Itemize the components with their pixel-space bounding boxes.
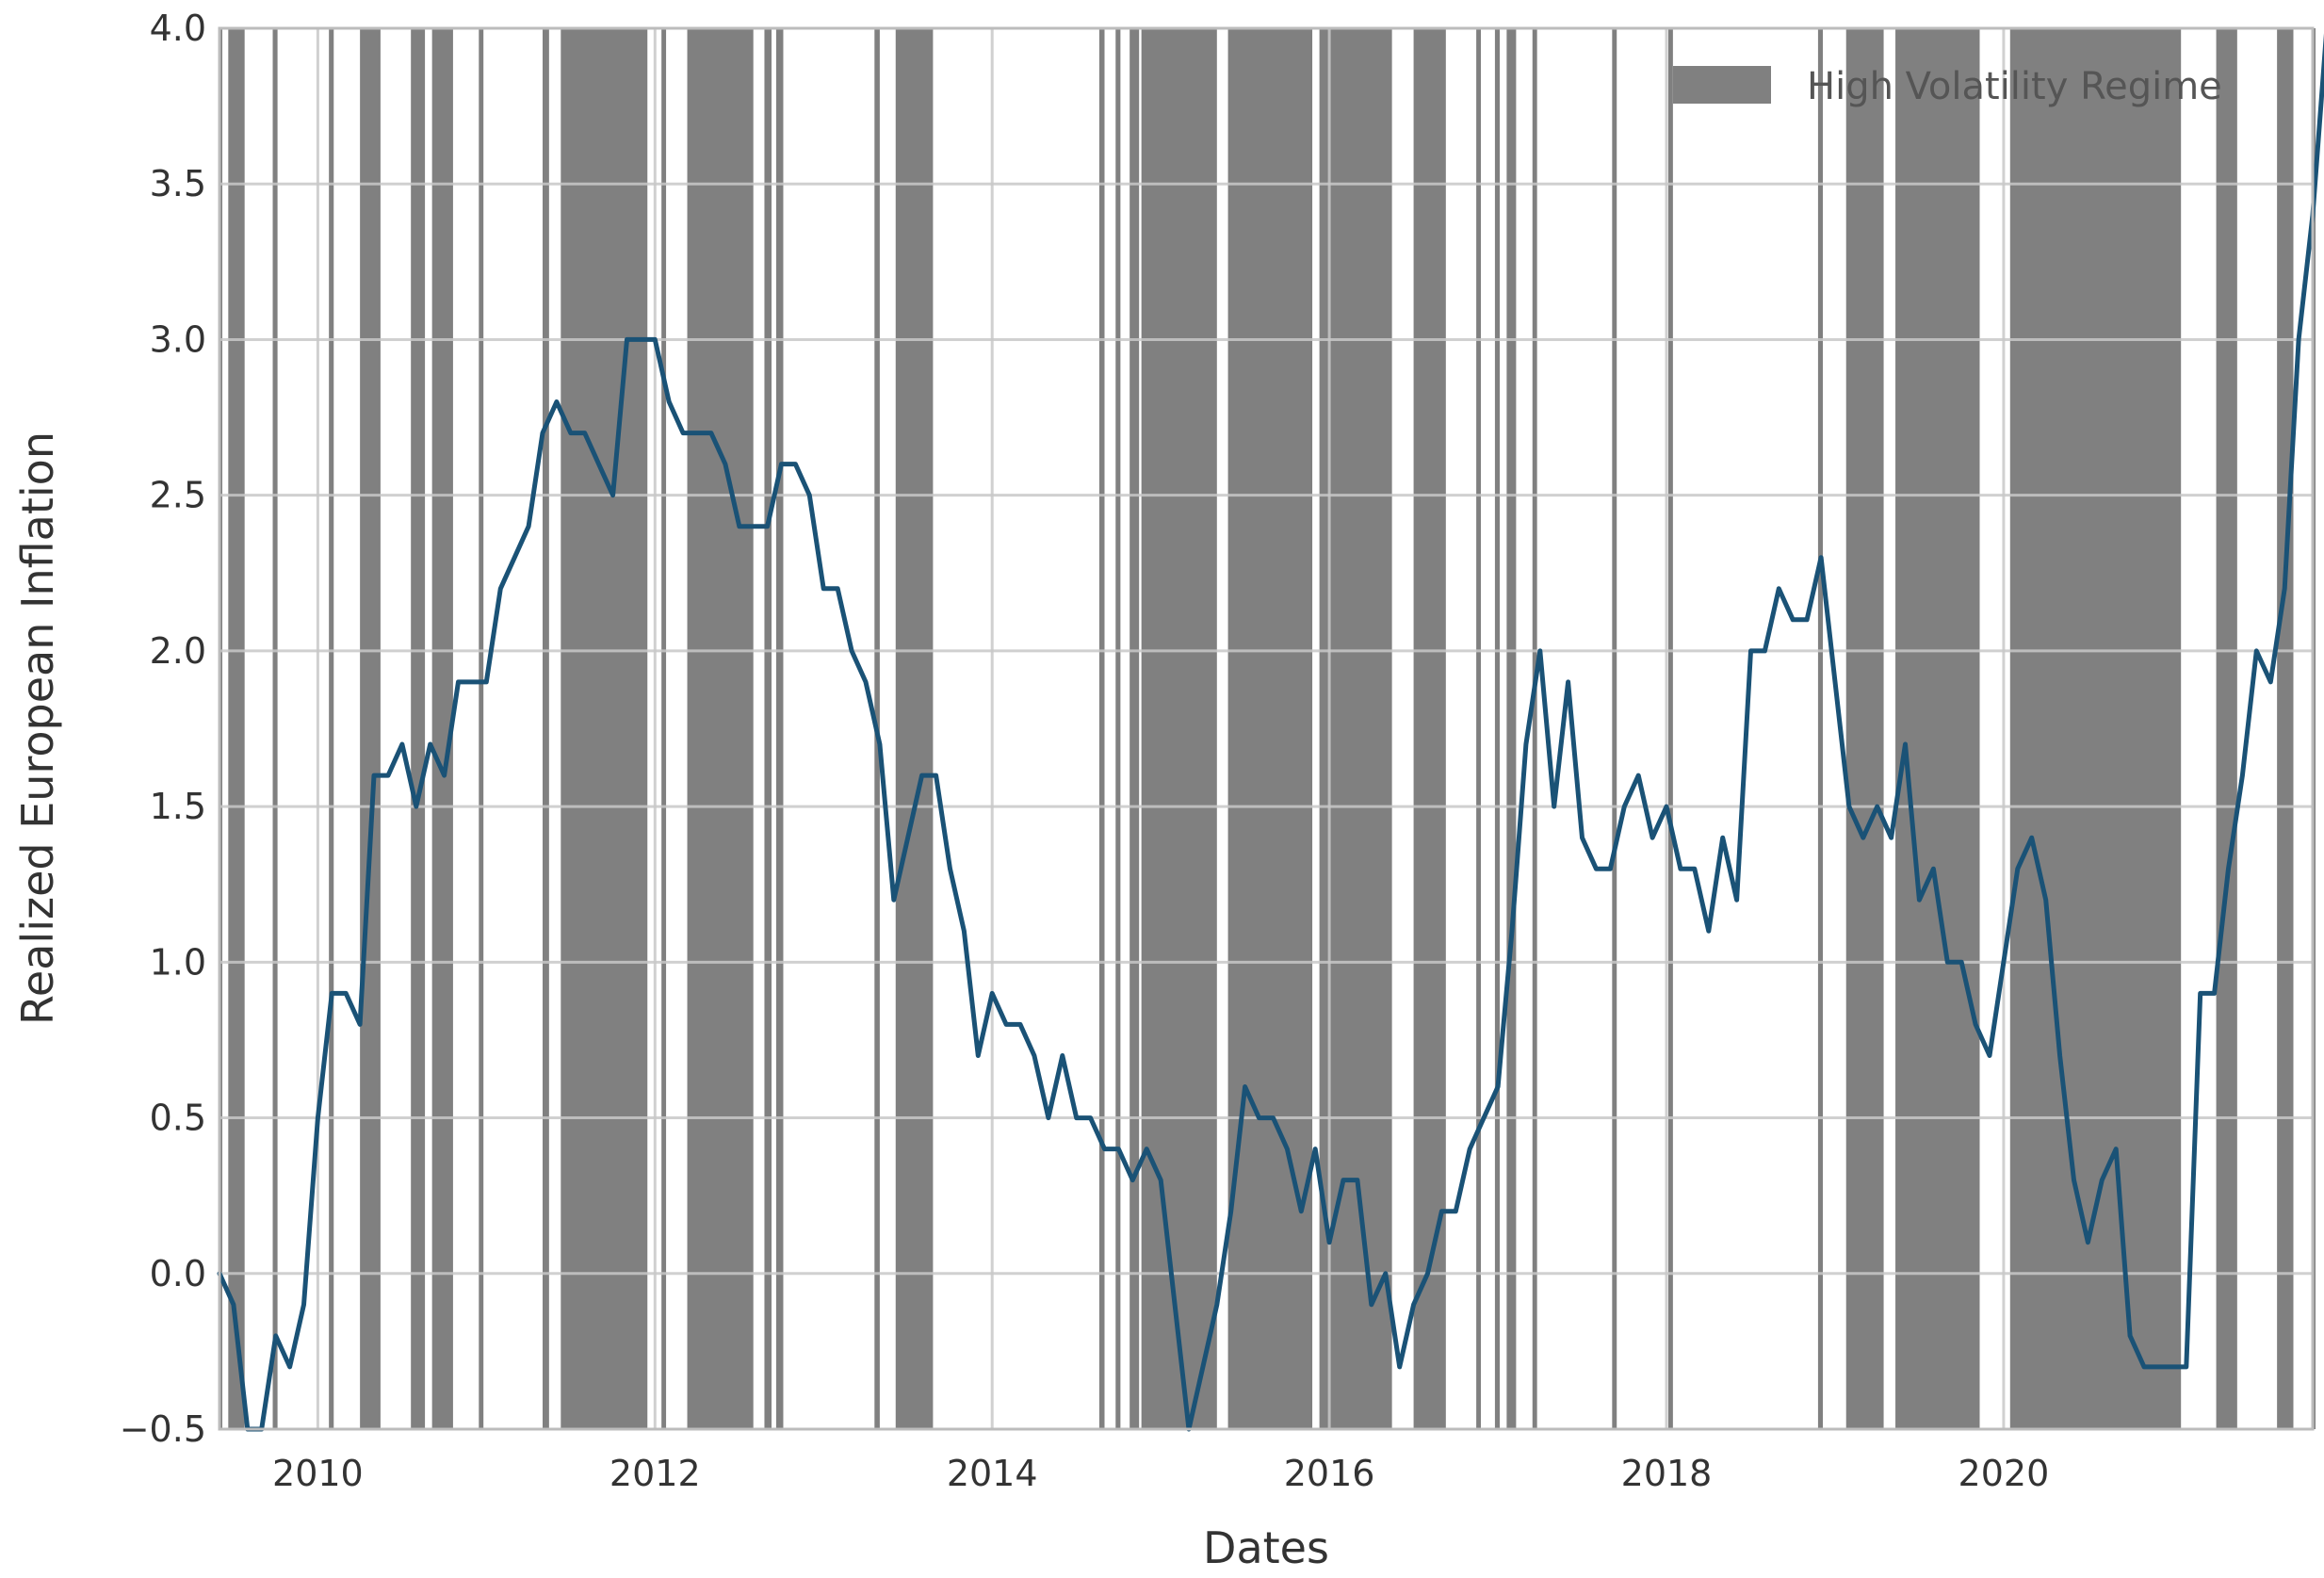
regime-band [775, 28, 784, 1429]
legend-swatch [1673, 66, 1771, 104]
legend-label: High Volatility Regime [1807, 65, 2222, 108]
regime-band [1227, 28, 1313, 1429]
regime-band [1115, 28, 1121, 1429]
regime-band [272, 28, 278, 1429]
regime-band [1532, 28, 1537, 1429]
y-tick-label: 2.5 [150, 475, 206, 516]
regime-band [2009, 28, 2182, 1429]
x-tick-label: 2014 [947, 1453, 1038, 1494]
regime-band [1319, 28, 1392, 1429]
regime-band [1141, 28, 1217, 1429]
series-layer [217, 33, 2324, 1432]
regime-band [1612, 28, 1617, 1429]
y-tick-label: 3.5 [150, 163, 206, 204]
y-tick-label: 1.0 [150, 941, 206, 983]
x-tick-labels: 2010 2012 2014 2016 2018 2020 [272, 1453, 2049, 1494]
regime-band [1667, 28, 1673, 1429]
inflation-series-line [217, 33, 2324, 1432]
regime-band [1413, 28, 1446, 1429]
y-tick-label: −0.5 [120, 1408, 206, 1450]
regime-band [1476, 28, 1482, 1429]
regime-band [1506, 28, 1517, 1429]
regime-band [561, 28, 648, 1429]
regime-band [1129, 28, 1140, 1429]
regime-band [687, 28, 754, 1429]
regime-band [895, 28, 934, 1429]
regime-band [1098, 28, 1105, 1429]
regime-band [1494, 28, 1501, 1429]
x-tick-label: 2012 [609, 1453, 701, 1494]
y-tick-label: 1.5 [150, 786, 206, 827]
x-tick-label: 2010 [272, 1453, 364, 1494]
x-tick-label: 2018 [1621, 1453, 1713, 1494]
y-tick-label: 0.5 [150, 1098, 206, 1139]
x-tick-label: 2020 [1958, 1453, 2050, 1494]
regime-band [228, 28, 245, 1429]
plot-frame [218, 26, 2315, 1431]
regime-band [431, 28, 453, 1429]
x-axis-title: Dates [1203, 1522, 1329, 1573]
legend: High Volatility Regime [1673, 65, 2222, 108]
regime-band [411, 28, 426, 1429]
regime-band [542, 28, 549, 1429]
regime-band [1895, 28, 1980, 1429]
regime-band [2216, 28, 2237, 1429]
regime-band [329, 28, 334, 1429]
regime-band [1817, 28, 1824, 1429]
y-tick-label: 2.0 [150, 630, 206, 672]
regime-band [1845, 28, 1884, 1429]
y-tick-label: 0.0 [150, 1253, 206, 1294]
regime-band [479, 28, 484, 1429]
y-tick-label: 3.0 [150, 318, 206, 360]
regime-band [2277, 28, 2294, 1429]
regime-band [764, 28, 772, 1429]
y-tick-label: 4.0 [150, 8, 206, 49]
x-tick-label: 2016 [1284, 1453, 1375, 1494]
regime-band [360, 28, 381, 1429]
y-tick-labels: −0.5 0.0 0.5 1.0 1.5 2.0 2.5 3.0 3.5 4.0 [120, 8, 206, 1450]
regime-band [661, 28, 667, 1429]
y-axis-title: Realized European Inflation [12, 431, 63, 1025]
regime-bands [219, 28, 2316, 1429]
